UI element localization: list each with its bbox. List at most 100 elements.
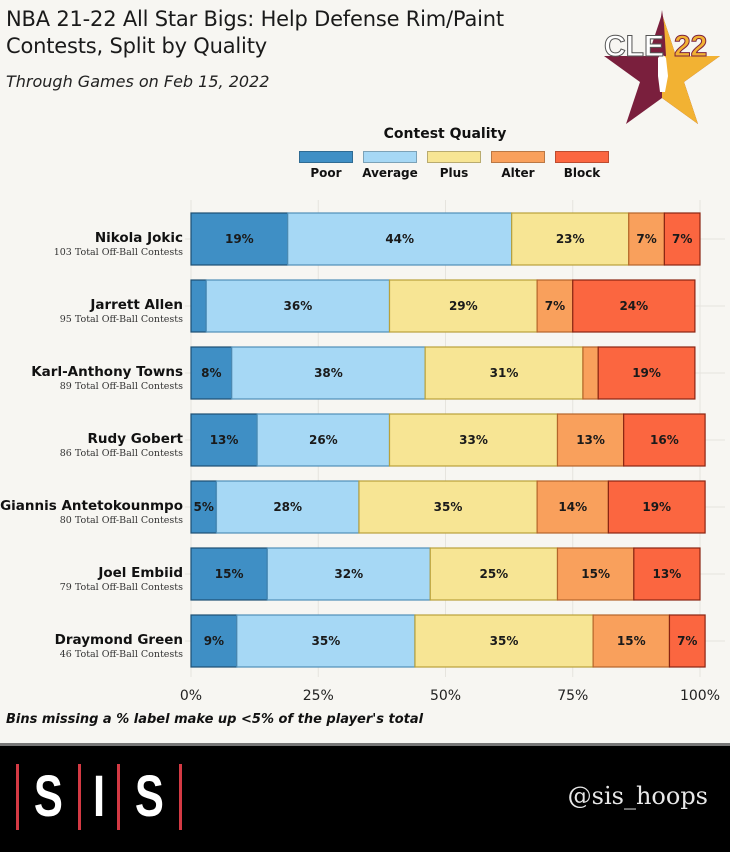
data-label: 29% xyxy=(449,299,478,313)
legend-label-average: Average xyxy=(362,166,418,180)
bar-segment-average xyxy=(231,346,426,400)
logo-text-right: 22 xyxy=(674,30,707,63)
legend-title: Contest Quality xyxy=(383,126,507,142)
data-label: 19% xyxy=(642,500,671,514)
legend-label-alter: Alter xyxy=(501,166,535,180)
data-label: 7% xyxy=(677,634,697,648)
data-label: 36% xyxy=(284,299,313,313)
bar-segment-average xyxy=(236,614,416,668)
sis-letter: S xyxy=(134,764,164,829)
data-label: 7% xyxy=(672,232,692,246)
bar-segment-alter xyxy=(536,480,609,534)
player-contest-total: 103 Total Off-Ball Contests xyxy=(53,247,183,258)
legend: Poor Average Plus Alter Block xyxy=(298,151,610,180)
data-label: 13% xyxy=(210,433,239,447)
sis-logo: S I S xyxy=(16,764,182,830)
legend-swatch-poor xyxy=(299,151,353,163)
chart-subtitle: Through Games on Feb 15, 2022 xyxy=(6,72,270,91)
data-label: 26% xyxy=(309,433,338,447)
bar-segment-block xyxy=(633,547,701,601)
sis-letter: I xyxy=(92,764,105,829)
player-label: Rudy Gobert 86 Total Off-Ball Contests xyxy=(0,431,183,460)
legend-swatch-alter xyxy=(491,151,545,163)
bar-segment-block xyxy=(597,346,696,400)
data-label: 35% xyxy=(312,634,341,648)
legend-label-poor: Poor xyxy=(310,166,342,180)
player-contest-total: 80 Total Off-Ball Contests xyxy=(59,515,183,526)
data-label: 31% xyxy=(490,366,519,380)
legend-item-poor: Poor xyxy=(298,151,354,180)
player-name: Draymond Green xyxy=(54,632,183,648)
bar-segment-alter xyxy=(536,279,574,333)
x-tick-label: 75% xyxy=(557,688,588,704)
bar-row: 19% 44% 23% 7% 7% xyxy=(190,212,701,266)
bar-row: 8% 38% 31% 19% xyxy=(190,346,696,400)
data-label: 13% xyxy=(653,567,682,581)
x-tick-label: 100% xyxy=(680,688,720,704)
data-label: 19% xyxy=(632,366,661,380)
player-contest-total: 95 Total Off-Ball Contests xyxy=(59,314,183,325)
bar-segment-alter xyxy=(582,346,599,400)
logo-tower xyxy=(658,10,666,56)
sis-divider xyxy=(178,764,182,830)
data-label: 44% xyxy=(385,232,414,246)
bar-segment-plus xyxy=(424,346,584,400)
sis-letter: S xyxy=(33,764,63,829)
legend-item-alter: Alter xyxy=(490,151,546,180)
data-label: 25% xyxy=(479,567,508,581)
data-label: 35% xyxy=(434,500,463,514)
bar-row: 9% 35% 35% 15% 7% xyxy=(190,614,706,668)
bar-segment-plus xyxy=(414,614,594,668)
data-label: 28% xyxy=(273,500,302,514)
player-name: Rudy Gobert xyxy=(87,431,183,447)
logo-star-right xyxy=(662,14,720,124)
data-label: 32% xyxy=(334,567,363,581)
legend-item-block: Block xyxy=(554,151,610,180)
bar-row: 36% 29% 7% 24% xyxy=(190,279,696,333)
data-label: 16% xyxy=(650,433,679,447)
legend-swatch-plus xyxy=(427,151,481,163)
bar-segment-poor xyxy=(190,212,289,266)
player-label: Jarrett Allen 95 Total Off-Ball Contests xyxy=(0,297,183,326)
cle-22-all-star-logo-icon: CLE 22 xyxy=(604,10,720,124)
chart-title: NBA 21-22 All Star Bigs: Help Defense Ri… xyxy=(6,7,504,58)
data-label: 24% xyxy=(619,299,648,313)
data-label: 15% xyxy=(617,634,646,648)
bar-segment-poor xyxy=(190,413,258,467)
bar-row: 15% 32% 25% 15% 13% xyxy=(190,547,701,601)
player-label: Draymond Green 46 Total Off-Ball Contests xyxy=(0,632,183,661)
data-label: 8% xyxy=(201,366,221,380)
legend-item-plus: Plus xyxy=(426,151,482,180)
sis-divider xyxy=(16,764,19,830)
data-label: 5% xyxy=(194,500,214,514)
bar-segment-poor xyxy=(190,480,218,534)
bar-segment-plus xyxy=(388,413,559,467)
data-label: 33% xyxy=(459,433,488,447)
data-label: 15% xyxy=(581,567,610,581)
x-tick-label: 50% xyxy=(430,688,461,704)
player-name: Nikola Jokic xyxy=(94,230,183,246)
bar-segment-alter xyxy=(556,547,635,601)
bar-segment-block xyxy=(668,614,706,668)
logo-player-silhouette xyxy=(658,55,668,92)
chart-annotation: Bins missing a % label make up <5% of th… xyxy=(6,712,424,727)
data-label: 19% xyxy=(225,232,254,246)
player-label: Karl-Anthony Towns 89 Total Off-Ball Cont… xyxy=(0,364,183,393)
legend-swatch-average xyxy=(363,151,417,163)
data-label: 7% xyxy=(636,232,656,246)
data-label: 35% xyxy=(490,634,519,648)
player-label: Giannis Antetokounmpo 80 Total Off-Ball C… xyxy=(0,498,183,527)
bar-segment-block xyxy=(572,279,696,333)
data-label: 23% xyxy=(556,232,585,246)
player-label: Nikola Jokic 103 Total Off-Ball Contests xyxy=(0,230,183,259)
player-contest-total: 79 Total Off-Ball Contests xyxy=(59,582,183,593)
data-label: 9% xyxy=(204,634,224,648)
sis-divider xyxy=(116,764,120,830)
player-name: Joel Embiid xyxy=(98,565,183,581)
data-label: 7% xyxy=(545,299,565,313)
player-contest-total: 89 Total Off-Ball Contests xyxy=(59,381,183,392)
data-label: 15% xyxy=(215,567,244,581)
bar-segment-poor xyxy=(190,614,238,668)
legend-label-block: Block xyxy=(563,166,601,180)
bar-segment-block xyxy=(607,480,706,534)
